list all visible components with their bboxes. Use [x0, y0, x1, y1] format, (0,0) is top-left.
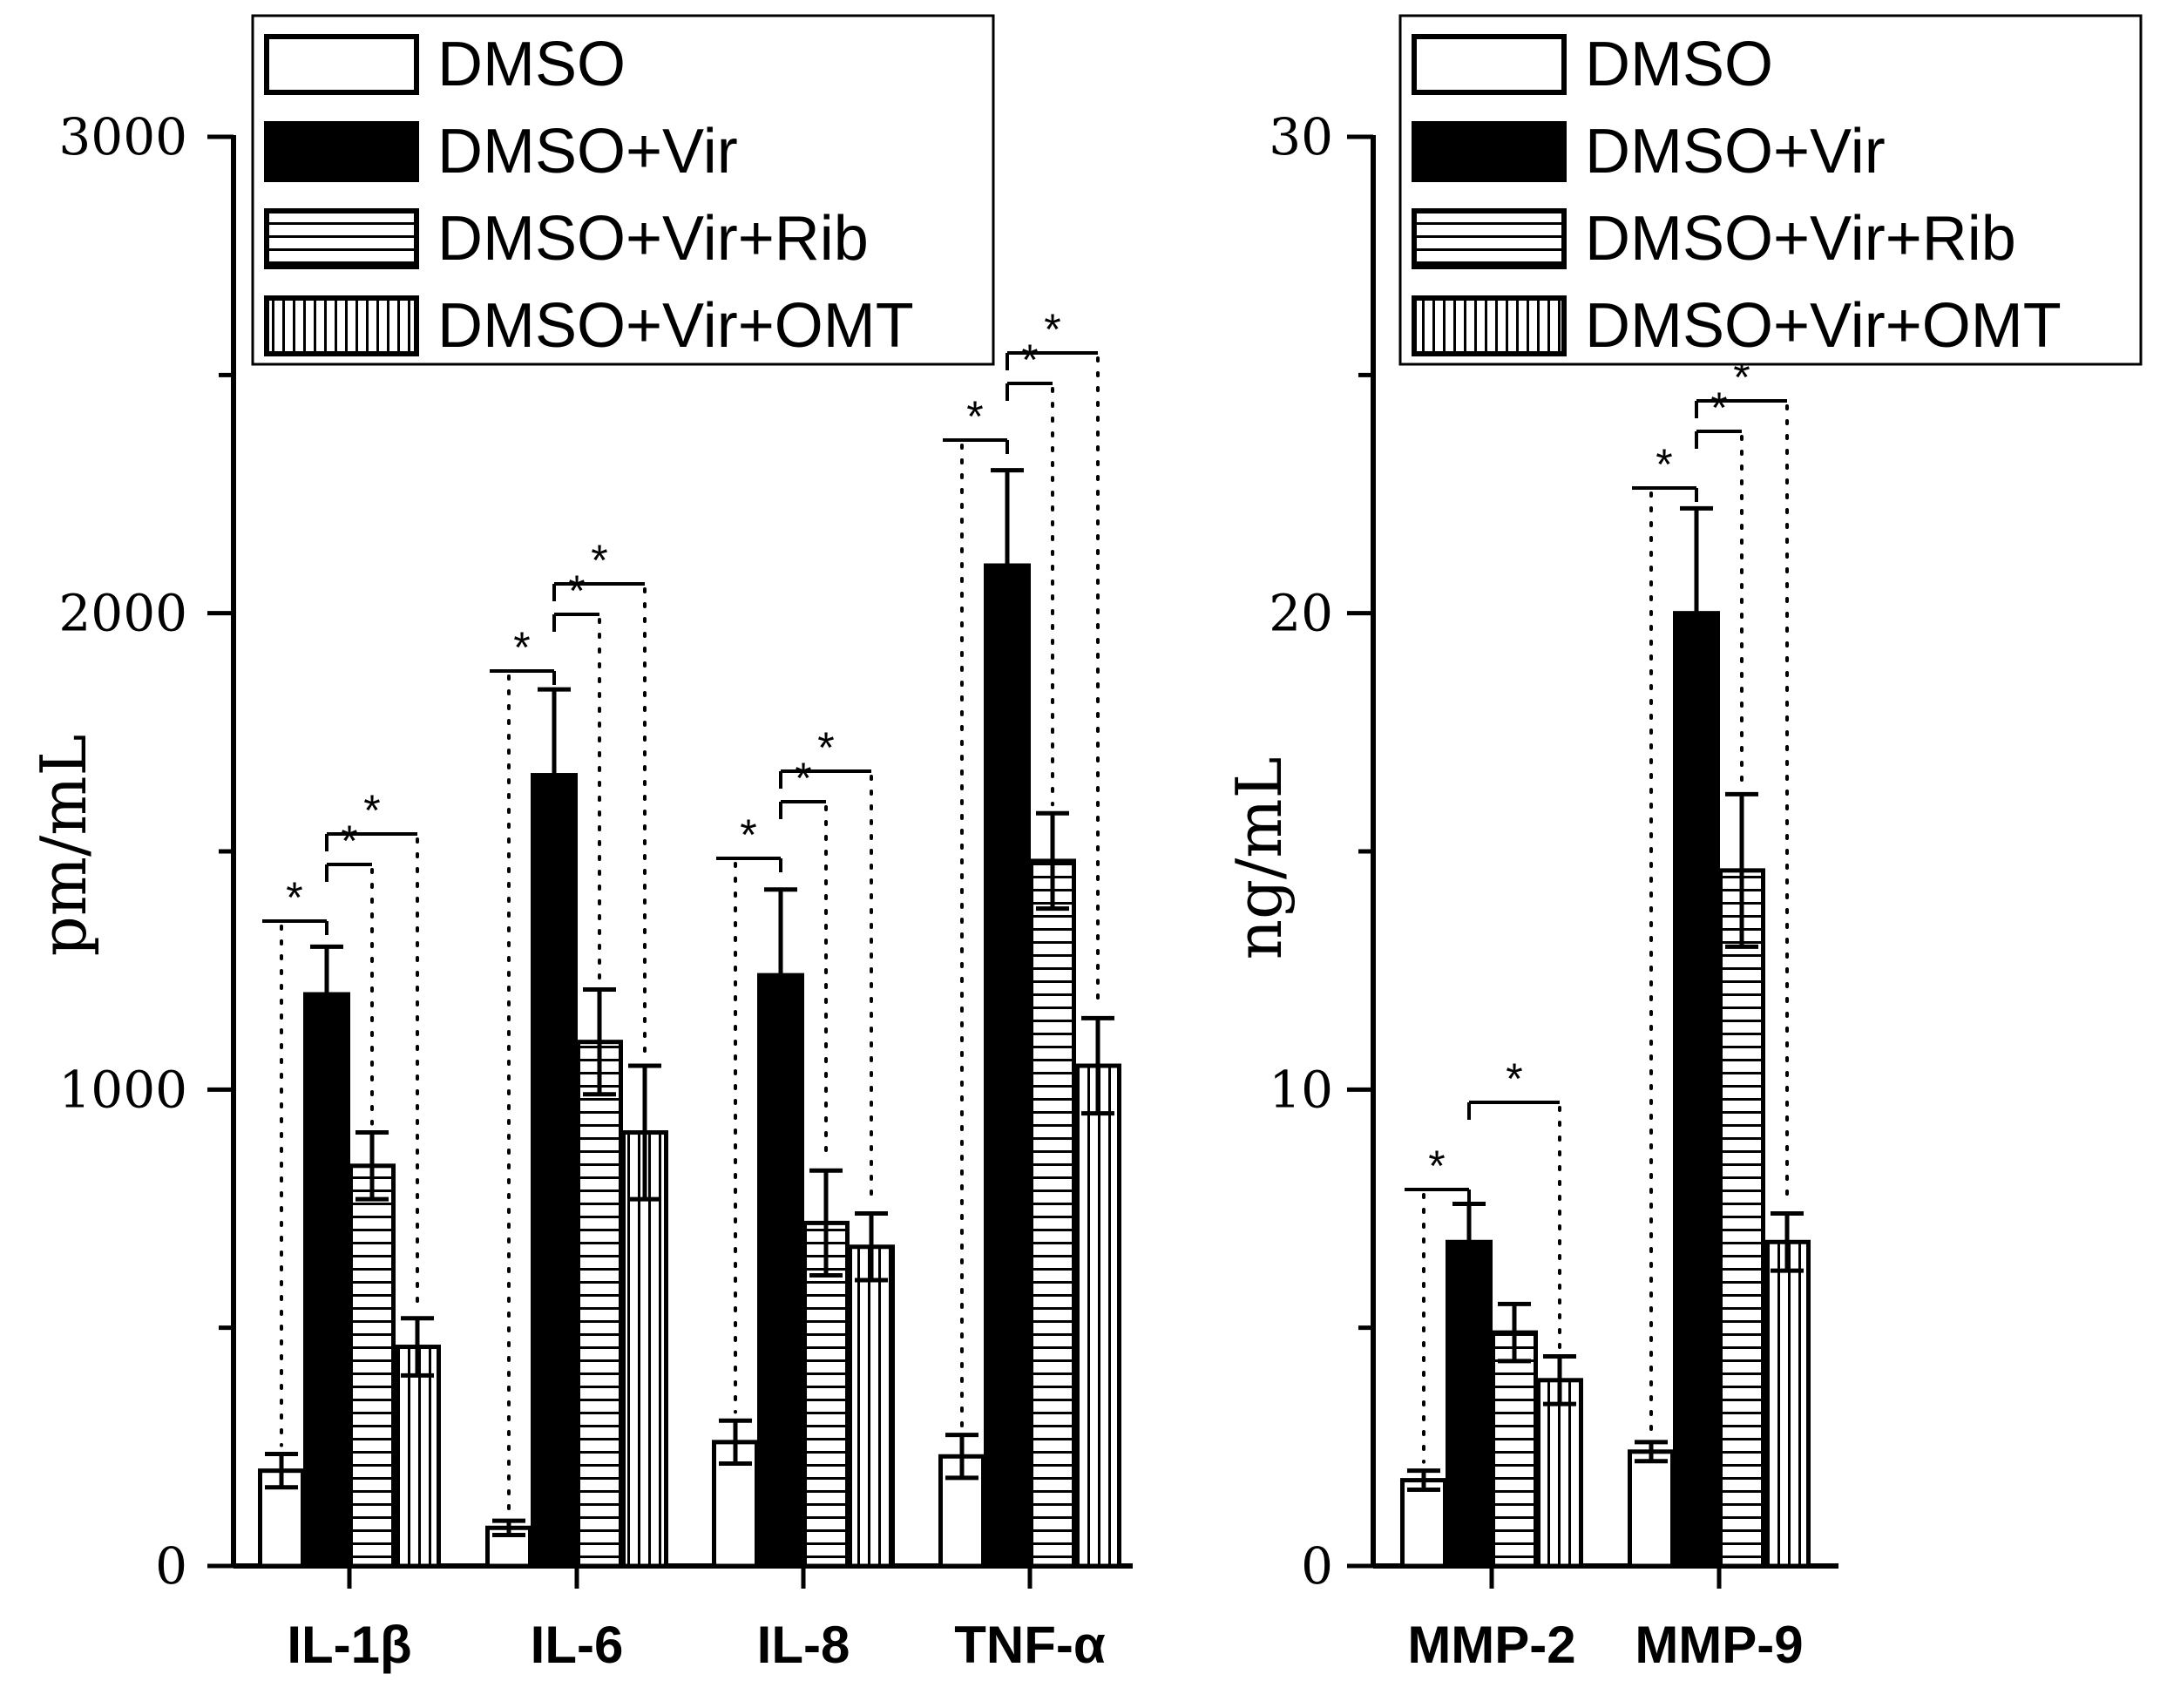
bar-dmso-vir-omt-il-6: [621, 1130, 668, 1569]
sig-tnf-alpha-1-2-label: *: [1021, 336, 1038, 384]
bar-dmso-mmp-9: [1628, 1449, 1675, 1569]
x-tick-label-il-1beta: IL-1β: [287, 1616, 411, 1674]
bar-dmso-vir-rib-il-1beta: [349, 1163, 396, 1569]
sig-mmp-2-1-3-label: *: [1506, 1054, 1522, 1103]
sig-il-8-1-2-label: *: [795, 754, 811, 803]
sig-il-6-0-1-label: *: [513, 623, 530, 672]
legend-label-dmso-vir-omt: DMSO+Vir+OMT: [1585, 291, 2062, 361]
legend-swatch-dmso-vir-rib: [264, 208, 419, 269]
x-tick-label-mmp-2: MMP-2: [1407, 1616, 1575, 1674]
y-tick-label: 2000: [58, 584, 187, 643]
y-tick-label: 0: [1301, 1536, 1333, 1596]
legend-label-dmso: DMSO: [1585, 30, 1773, 99]
sig-mmp-2-0-1-label: *: [1428, 1142, 1445, 1190]
sig-il-8-1-3-label: *: [817, 723, 834, 772]
y-axis-label: ng/mL: [1222, 757, 1296, 960]
sig-il-6-1-2-label: *: [568, 566, 585, 615]
bar-dmso-vir-il-8: [757, 973, 804, 1569]
x-tick-label-tnf-alpha: TNF-α: [954, 1616, 1106, 1674]
legend-swatch-dmso: [264, 34, 419, 95]
bar-dmso-vir-omt-il-8: [848, 1244, 895, 1569]
legend-label-dmso-vir-omt: DMSO+Vir+OMT: [437, 291, 914, 361]
bar-dmso-vir-omt-tnf-alpha: [1074, 1063, 1121, 1569]
legend-label-dmso: DMSO: [437, 30, 626, 99]
bar-dmso-vir-rib-il-6: [576, 1040, 623, 1569]
y-tick-label: 30: [1269, 107, 1333, 166]
y-tick-label: 1000: [58, 1060, 187, 1119]
sig-il-8-0-1-label: *: [740, 810, 756, 859]
bar-dmso-vir-omt-mmp-2: [1536, 1378, 1583, 1569]
legend-label-dmso-vir-rib: DMSO+Vir+Rib: [437, 204, 869, 274]
bar-dmso-mmp-2: [1400, 1478, 1447, 1569]
bar-dmso-vir-il-6: [531, 773, 578, 1569]
legend-swatch-dmso-vir-omt: [264, 295, 419, 356]
sig-mmp-9-0-1-label: *: [1656, 440, 1672, 489]
bar-dmso-vir-mmp-9: [1673, 611, 1720, 1569]
y-tick-label: 0: [155, 1536, 187, 1596]
sig-il-1beta-1-3-label: *: [363, 786, 380, 835]
y-axis-label: pm/mL: [27, 735, 100, 957]
y-tick-label: 10: [1269, 1060, 1333, 1119]
sig-il-1beta-0-1-label: *: [286, 873, 302, 922]
legend-swatch-dmso-vir-omt: [1412, 295, 1567, 356]
bar-dmso-vir-mmp-2: [1446, 1239, 1493, 1569]
legend-label-dmso-vir: DMSO+Vir: [437, 117, 738, 186]
sig-tnf-alpha-1-3-label: *: [1044, 305, 1060, 354]
bar-dmso-vir-rib-mmp-9: [1718, 868, 1765, 1569]
x-tick-label-il-6: IL-6: [531, 1616, 624, 1674]
legend-label-dmso-vir-rib: DMSO+Vir+Rib: [1585, 204, 2016, 274]
legend-swatch-dmso-vir: [1412, 121, 1567, 182]
legend-swatch-dmso-vir-rib: [1412, 208, 1567, 269]
y-tick-label: 20: [1269, 584, 1333, 643]
sig-tnf-alpha-0-1-label: *: [966, 392, 983, 441]
x-tick-label-mmp-9: MMP-9: [1635, 1616, 1803, 1674]
sig-il-1beta-1-2-label: *: [341, 817, 357, 865]
y-tick-label: 3000: [58, 107, 187, 166]
sig-mmp-9-1-2-label: *: [1710, 383, 1727, 432]
bar-dmso-vir-rib-tnf-alpha: [1029, 858, 1076, 1569]
bar-dmso-vir-omt-il-1beta: [394, 1345, 441, 1569]
legend-swatch-dmso: [1412, 34, 1567, 95]
bar-dmso-vir-il-1beta: [303, 992, 350, 1569]
legend-swatch-dmso-vir: [264, 121, 419, 182]
bar-dmso-vir-tnf-alpha: [984, 563, 1031, 1569]
bar-dmso-vir-omt-mmp-9: [1764, 1239, 1811, 1569]
legend-label-dmso-vir: DMSO+Vir: [1585, 117, 1886, 186]
sig-il-6-1-3-label: *: [591, 536, 607, 585]
bar-dmso-vir-rib-mmp-2: [1491, 1330, 1538, 1569]
x-tick-label-il-8: IL-8: [757, 1616, 850, 1674]
